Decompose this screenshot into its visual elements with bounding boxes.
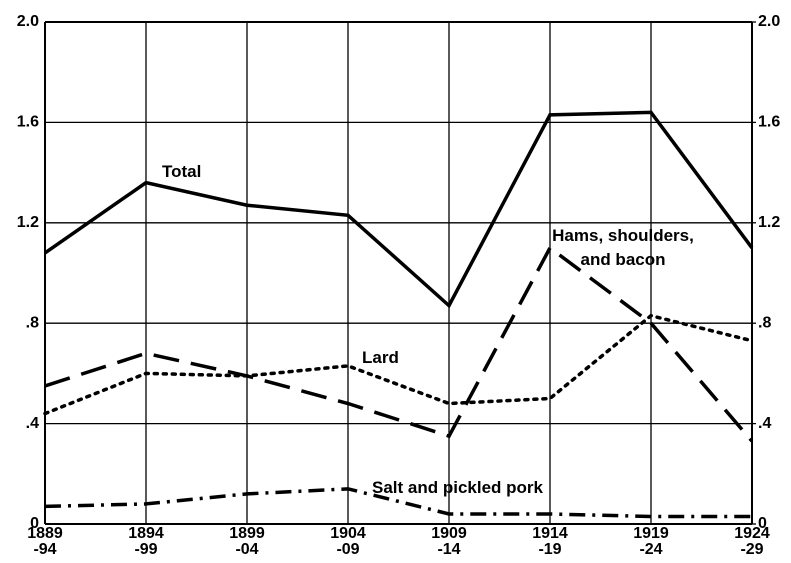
series-label-box: Lard [362, 348, 399, 367]
series-label: Total [162, 162, 202, 181]
x-tick-label: -09 [336, 541, 359, 558]
x-tick-label: 1919 [633, 525, 669, 542]
x-tick-label: 1909 [431, 525, 467, 542]
y-tick-label: 0 [30, 515, 39, 532]
y-tick-label: 1.2 [17, 214, 39, 231]
series-label: Hams, shoulders, and bacon [552, 226, 694, 269]
x-tick-label: 1899 [229, 525, 265, 542]
y-tick-label: 1.6 [17, 114, 39, 131]
y2-tick-label: .8 [758, 314, 771, 331]
x-tick-label: -04 [235, 541, 258, 558]
x-tick-label: 1904 [330, 525, 366, 542]
series-label: Lard [362, 348, 399, 367]
y2-tick-label: .4 [758, 415, 771, 432]
series-label-box: Total [162, 162, 202, 181]
y2-tick-label: 1.2 [758, 214, 780, 231]
series-line [44, 487, 752, 519]
x-tick-label: -99 [134, 541, 157, 558]
y2-tick-label: 0 [758, 515, 767, 532]
y-tick-label: .4 [26, 415, 39, 432]
x-tick-label: -14 [437, 541, 460, 558]
y-tick-label: .8 [26, 314, 39, 331]
x-tick-label: 1924 [734, 525, 770, 542]
y-tick-label: 2.0 [17, 13, 39, 30]
x-tick-label: 1889 [27, 525, 63, 542]
x-tick-label: 1914 [532, 525, 568, 542]
y2-tick-label: 2.0 [758, 13, 780, 30]
x-tick-label: -24 [639, 541, 662, 558]
series-line [43, 313, 754, 416]
x-tick-label: -94 [33, 541, 56, 558]
series-line [44, 245, 754, 443]
x-tick-label: -29 [740, 541, 763, 558]
series-label-box: Hams, shoulders, and bacon [552, 226, 694, 269]
series-label-box: Salt and pickled pork [372, 478, 543, 497]
x-tick-label: 1894 [128, 525, 164, 542]
y2-tick-label: 1.6 [758, 114, 780, 131]
x-tick-label: -19 [538, 541, 561, 558]
series-line [44, 110, 754, 309]
series-label: Salt and pickled pork [372, 478, 543, 497]
